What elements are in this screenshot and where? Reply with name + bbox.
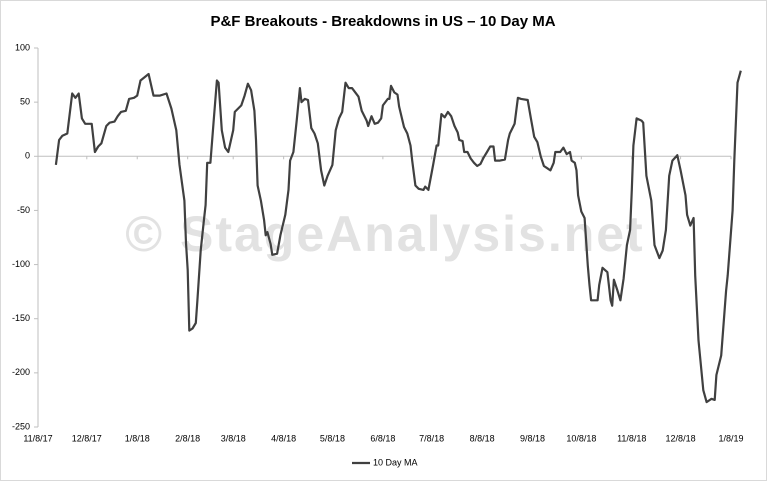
- y-tick-label: -150: [12, 313, 30, 323]
- x-tick-label: 9/8/18: [520, 433, 545, 443]
- y-tick-label: -50: [17, 205, 30, 215]
- y-tick-label: 0: [25, 151, 30, 161]
- x-tick-label: 8/8/18: [470, 433, 495, 443]
- y-tick-label: -250: [12, 421, 30, 431]
- y-tick-label: 100: [15, 42, 30, 52]
- watermark: © StageAnalysis.net: [125, 206, 644, 262]
- x-tick-label: 4/8/18: [271, 433, 296, 443]
- x-tick-label: 1/8/19: [718, 433, 743, 443]
- x-tick-label: 10/8/18: [566, 433, 596, 443]
- x-tick-label: 1/8/18: [125, 433, 150, 443]
- x-tick-label: 2/8/18: [175, 433, 200, 443]
- x-tick-label: 12/8/17: [72, 433, 102, 443]
- x-tick-label: 5/8/18: [320, 433, 345, 443]
- x-tick-label: 6/8/18: [370, 433, 395, 443]
- x-tick-label: 12/8/18: [666, 433, 696, 443]
- x-tick-label: 11/8/17: [23, 433, 52, 443]
- x-tick-label: 7/8/18: [419, 433, 444, 443]
- y-tick-label: -100: [12, 259, 30, 269]
- y-tick-label: 50: [20, 97, 30, 107]
- chart-title: P&F Breakouts - Breakdowns in US – 10 Da…: [210, 13, 555, 30]
- x-tick-label: 11/8/18: [617, 433, 646, 443]
- y-tick-label: -200: [12, 367, 30, 377]
- line-series: [54, 70, 742, 404]
- legend-label: 10 Day MA: [373, 457, 418, 467]
- x-tick-label: 3/8/18: [221, 433, 246, 443]
